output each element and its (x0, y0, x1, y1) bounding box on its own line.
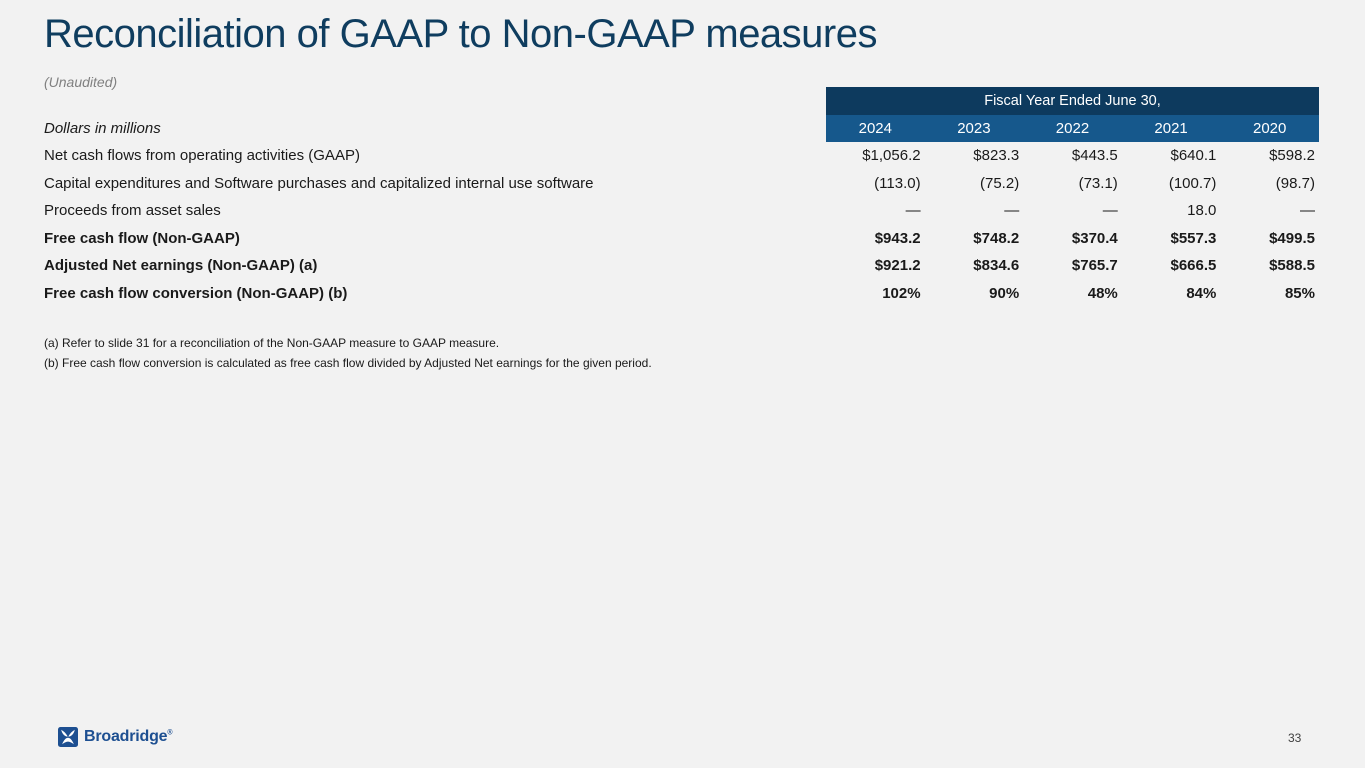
year-column-header: 2022 (1055, 120, 1090, 137)
cell-value: 84% (1186, 284, 1217, 302)
cell-value: 102% (882, 284, 921, 302)
row-label: Adjusted Net earnings (Non-GAAP) (a) (44, 257, 318, 275)
registered-mark: ® (167, 729, 173, 737)
unaudited-note: (Unaudited) (44, 74, 118, 90)
cell-value: $748.2 (973, 229, 1020, 247)
year-column-header: 2024 (858, 120, 892, 137)
cell-value: $921.2 (874, 257, 921, 275)
table-header-row: Fiscal Year Ended June 30, (44, 87, 1319, 115)
cell-value: (98.7) (1275, 174, 1315, 192)
table-header-band: Fiscal Year Ended June 30, (826, 87, 1319, 115)
broadridge-logo: Broadridge® (58, 727, 173, 747)
year-column-header: 2020 (1252, 120, 1287, 137)
row-label: Free cash flow (Non-GAAP) (44, 229, 240, 247)
cell-value: $1,056.2 (862, 147, 921, 165)
financial-table: Fiscal Year Ended June 30, Dollars in mi… (44, 87, 1319, 307)
cell-value: $598.2 (1269, 147, 1315, 165)
row-label: Free cash flow conversion (Non-GAAP) (b) (44, 284, 348, 302)
row-label: Capital expenditures and Software purcha… (44, 174, 594, 192)
cell-value: $370.4 (1071, 229, 1118, 247)
cell-value: — (1102, 202, 1118, 220)
table-year-row: Dollars in millions 2024 2023 2022 2021 … (44, 115, 1319, 142)
cell-value: — (1004, 202, 1020, 220)
cell-value: $943.2 (874, 229, 921, 247)
cell-value: (75.2) (980, 174, 1020, 192)
row-label: Net cash flows from operating activities… (44, 147, 360, 165)
page-title: Reconciliation of GAAP to Non-GAAP measu… (44, 12, 878, 56)
cell-value: $499.5 (1269, 229, 1315, 247)
table-row: Proceeds from asset sales — — — 18.0 — (44, 197, 1319, 225)
year-column-header: 2021 (1154, 120, 1188, 137)
cell-value: 18.0 (1187, 202, 1217, 220)
broadridge-logo-text: Broadridge® (84, 728, 173, 745)
cell-value: 85% (1284, 284, 1315, 302)
cell-value: $834.6 (973, 257, 1020, 275)
cell-value: — (1299, 202, 1315, 220)
cell-value: 48% (1087, 284, 1118, 302)
broadridge-logo-icon (58, 727, 78, 747)
cell-value: (73.1) (1078, 174, 1118, 192)
table-row: Net cash flows from operating activities… (44, 142, 1319, 170)
cell-value: $765.7 (1071, 257, 1118, 275)
unit-label: Dollars in millions (44, 120, 161, 137)
year-column-header: 2023 (957, 120, 991, 137)
cell-value: $640.1 (1170, 147, 1217, 165)
cell-value: $443.5 (1071, 147, 1118, 165)
table-row-total: Free cash flow conversion (Non-GAAP) (b)… (44, 280, 1319, 308)
cell-value: $666.5 (1170, 257, 1217, 275)
cell-value: $588.5 (1269, 257, 1315, 275)
page-number: 33 (1288, 731, 1302, 745)
cell-value: — (905, 202, 921, 220)
footnote-a: (a) Refer to slide 31 for a reconciliati… (44, 336, 500, 350)
table-row-total: Adjusted Net earnings (Non-GAAP) (a) $92… (44, 252, 1319, 280)
cell-value: 90% (989, 284, 1020, 302)
footnote-b: (b) Free cash flow conversion is calcula… (44, 356, 652, 370)
table-row: Capital expenditures and Software purcha… (44, 170, 1319, 198)
cell-value: $557.3 (1170, 229, 1217, 247)
year-band: 2024 2023 2022 2021 2020 (826, 115, 1319, 142)
cell-value: (113.0) (874, 174, 921, 192)
table-row-total: Free cash flow (Non-GAAP) $943.2 $748.2 … (44, 225, 1319, 253)
row-label: Proceeds from asset sales (44, 202, 221, 220)
cell-value: (100.7) (1168, 174, 1217, 192)
cell-value: $823.3 (973, 147, 1020, 165)
